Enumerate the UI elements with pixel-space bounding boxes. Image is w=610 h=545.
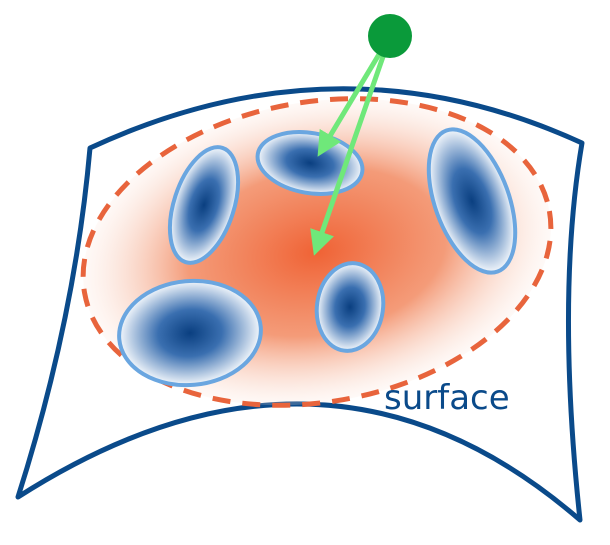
surface-label: surface — [384, 378, 510, 418]
cluster-left-upper — [167, 145, 241, 265]
cluster-bottom-left — [117, 278, 263, 388]
cluster-center-lower — [314, 261, 386, 353]
arrow-to-center — [310, 47, 389, 256]
region-dashed-boundary — [80, 96, 554, 408]
source-point — [368, 14, 412, 58]
cluster-right — [426, 127, 518, 275]
arrow-to-top-cluster — [317, 44, 387, 157]
